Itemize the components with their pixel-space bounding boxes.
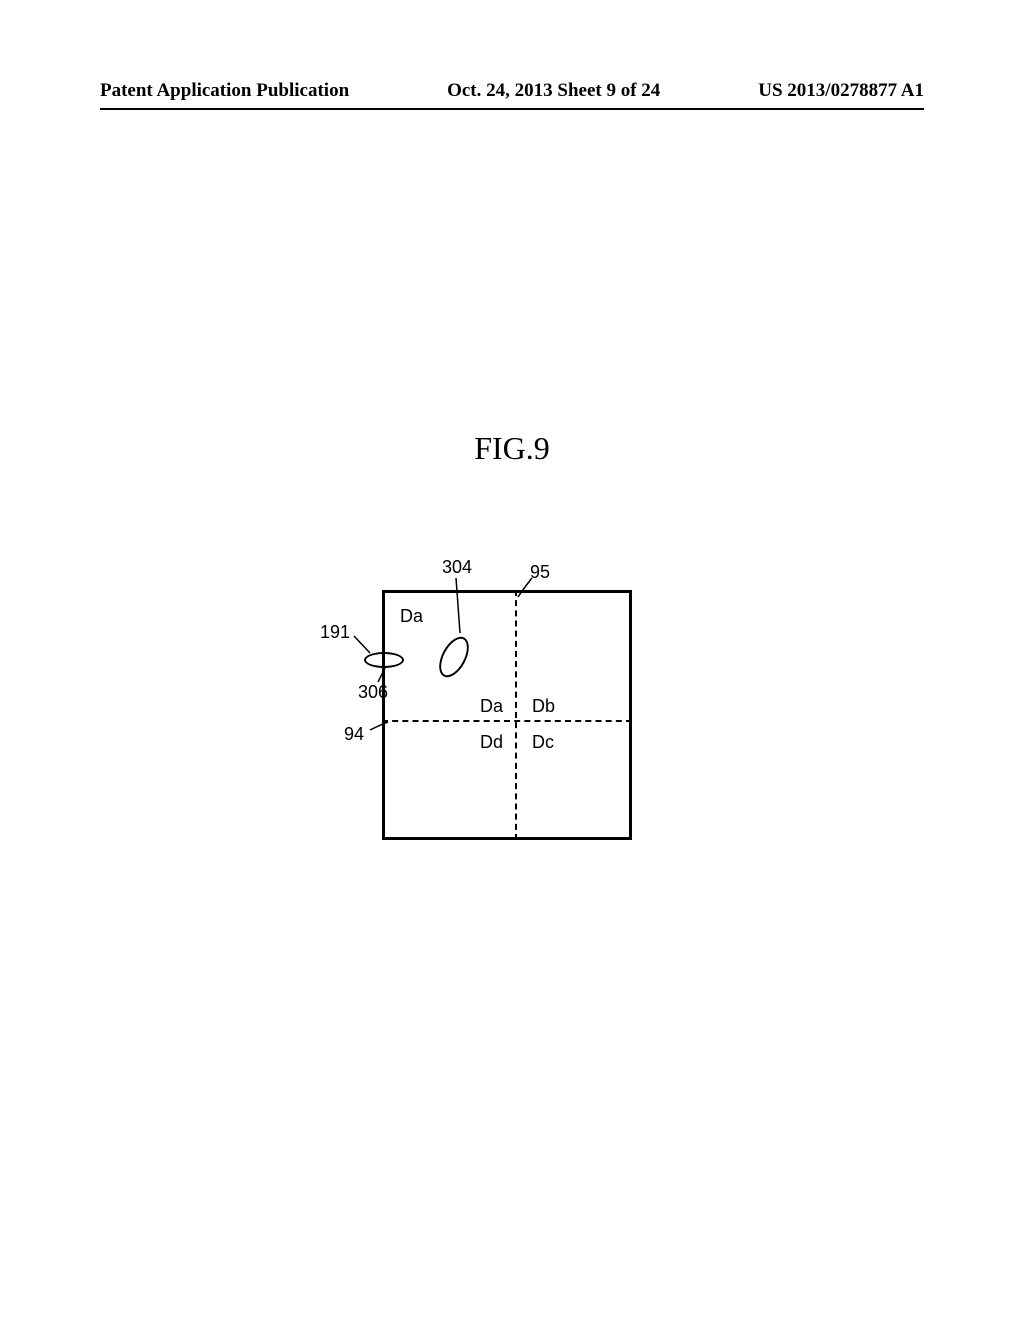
header-date-sheet: Oct. 24, 2013 Sheet 9 of 24 — [447, 80, 660, 102]
diagram-fig9: Da Da Db Dd Dc 304 95 191 306 94 — [352, 560, 632, 840]
header-patent-number: US 2013/0278877 A1 — [758, 80, 924, 102]
figure-title: FIG.9 — [0, 430, 1024, 467]
header-publication: Patent Application Publication — [100, 80, 349, 102]
page-header: Patent Application Publication Oct. 24, … — [0, 80, 1024, 102]
callout-191: 191 — [320, 622, 350, 643]
header-divider — [100, 108, 924, 110]
leader-lines — [352, 560, 672, 880]
